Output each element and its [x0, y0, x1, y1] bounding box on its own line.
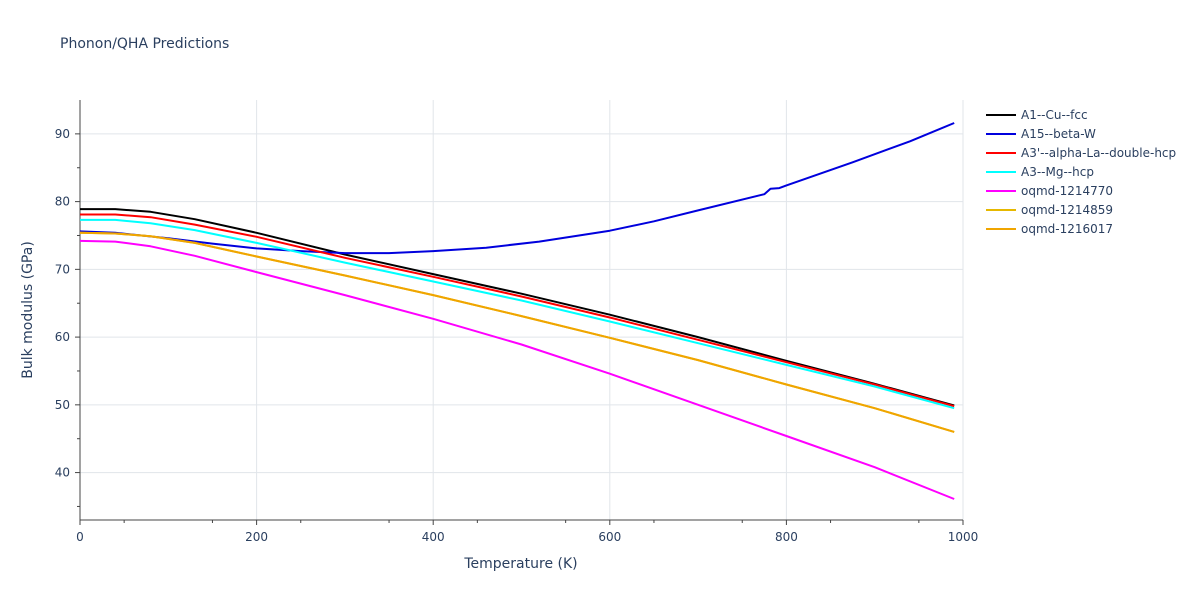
legend-label: oqmd-1214859	[1021, 203, 1113, 217]
legend-item-4[interactable]: oqmd-1214770	[986, 184, 1113, 198]
y-tick-label: 40	[55, 466, 70, 480]
x-tick-label: 600	[598, 530, 621, 544]
x-tick-label: 0	[76, 530, 84, 544]
legend-label: A3--Mg--hcp	[1021, 165, 1094, 179]
legend-item-6[interactable]: oqmd-1216017	[986, 222, 1113, 236]
series-lines	[79, 122, 955, 500]
chart-title: Phonon/QHA Predictions	[60, 36, 230, 52]
y-tick-label: 50	[55, 398, 70, 412]
series-line-3[interactable]	[80, 218, 955, 410]
legend-label: oqmd-1214770	[1021, 184, 1113, 198]
legend-label: A15--beta-W	[1021, 127, 1096, 141]
series-line-0[interactable]	[80, 208, 955, 407]
legend-item-5[interactable]: oqmd-1214859	[986, 203, 1113, 217]
y-tick-label: 90	[55, 127, 70, 141]
series-line-4[interactable]	[79, 239, 955, 500]
x-tick-label: 400	[422, 530, 445, 544]
series-line-1[interactable]	[79, 122, 955, 255]
x-tick-label: 200	[245, 530, 268, 544]
series-line-2[interactable]	[80, 213, 955, 408]
legend: A1--Cu--fcc A15--beta-W A3'--alpha-La--dou…	[986, 108, 1176, 236]
series-line-6[interactable]	[79, 231, 955, 433]
legend-item-3[interactable]: A3--Mg--hcp	[986, 165, 1094, 179]
axes: 0 200 400 600 800 1000 40 50 60 70 80 90	[55, 100, 979, 544]
y-axis-title: Bulk modulus (GPa)	[20, 241, 36, 379]
series-line-5[interactable]	[79, 231, 955, 433]
legend-item-2[interactable]: A3'--alpha-La--double-hcp	[986, 146, 1176, 160]
legend-item-1[interactable]: A15--beta-W	[986, 127, 1096, 141]
x-tick-label: 800	[775, 530, 798, 544]
legend-label: oqmd-1216017	[1021, 222, 1113, 236]
legend-label: A3'--alpha-La--double-hcp	[1021, 146, 1176, 160]
legend-label: A1--Cu--fcc	[1021, 108, 1088, 122]
y-tick-label: 60	[55, 330, 70, 344]
legend-item-0[interactable]: A1--Cu--fcc	[986, 108, 1088, 122]
x-tick-label: 1000	[948, 530, 979, 544]
x-axis-title: Temperature (K)	[463, 556, 577, 572]
y-tick-label: 70	[55, 262, 70, 276]
grid	[80, 100, 964, 520]
y-tick-label: 80	[55, 195, 70, 209]
